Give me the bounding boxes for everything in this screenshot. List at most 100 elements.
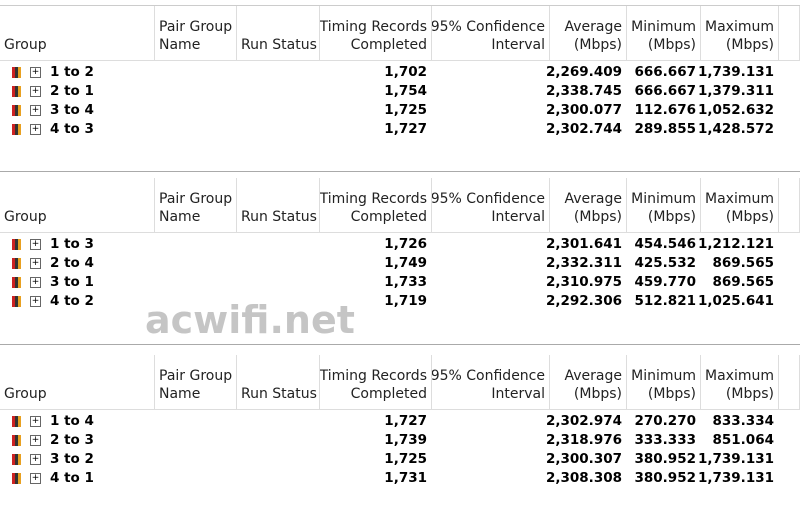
header-text: Interval — [491, 37, 545, 53]
cell-maximum: 1,025.641 — [697, 293, 774, 309]
header-text: (Mbps) — [725, 37, 774, 53]
header-text: (Mbps) — [647, 386, 696, 402]
column-header[interactable]: Average (Mbps) — [550, 355, 627, 410]
expand-icon[interactable]: + — [30, 296, 41, 307]
cell-group: 2 to 4 — [50, 255, 94, 271]
cell-maximum: 1,212.121 — [697, 236, 774, 252]
expand-icon[interactable]: + — [30, 473, 41, 484]
column-header[interactable]: Minimum (Mbps) — [627, 6, 701, 61]
header-text: Run Status — [241, 386, 317, 402]
column-header[interactable]: 95% Confidence Interval — [432, 355, 550, 410]
cell-group: 4 to 1 — [50, 470, 94, 486]
header-text: Pair Group — [159, 368, 233, 384]
column-header[interactable]: Run Status — [237, 355, 320, 410]
cell-maximum: 1,428.572 — [697, 121, 774, 137]
cell-minimum: 289.855 — [634, 121, 697, 137]
column-header[interactable]: Timing Records Completed — [320, 355, 432, 410]
cell-timing: 1,733 — [384, 274, 427, 290]
expand-icon[interactable]: + — [30, 105, 41, 116]
header-text: Group — [4, 386, 47, 402]
column-header[interactable] — [779, 355, 800, 410]
header-text: Interval — [491, 209, 545, 225]
table-row[interactable]: +2 to 3 1,739 2,318.976 333.333 851.064 — [0, 431, 800, 450]
expand-icon[interactable]: + — [30, 454, 41, 465]
table: Group Pair Group Name Run Status Timing Reco… — [0, 6, 800, 172]
column-header[interactable]: Run Status — [237, 6, 320, 61]
column-header[interactable]: Group — [0, 355, 155, 410]
cell-maximum: 1,739.131 — [697, 451, 774, 467]
expand-icon[interactable]: + — [30, 67, 41, 78]
cell-average: 2,302.744 — [545, 121, 622, 137]
cell-maximum: 833.334 — [712, 413, 775, 429]
table-row[interactable]: +1 to 2 1,702 2,269.409 666.667 1,739.131 — [0, 63, 800, 82]
header-text: 95% Confidence — [432, 368, 545, 384]
cell-group: 4 to 3 — [50, 121, 94, 137]
column-header[interactable]: Pair Group Name — [155, 6, 237, 61]
pair-icon — [12, 67, 21, 78]
column-header[interactable]: Timing Records Completed — [320, 6, 432, 61]
header-text: Average — [564, 19, 623, 35]
cell-timing: 1,727 — [384, 121, 427, 137]
pair-icon — [12, 105, 21, 116]
pair-icon — [12, 454, 21, 465]
table-row[interactable]: +4 to 2 1,719 2,292.306 512.821 1,025.641 — [0, 292, 800, 311]
header-text: Group — [4, 37, 47, 53]
watermark: acwifi.net — [145, 298, 355, 342]
table-row[interactable]: +3 to 2 1,725 2,300.307 380.952 1,739.131 — [0, 450, 800, 469]
header-text: Timing Records — [320, 368, 427, 384]
expand-icon[interactable]: + — [30, 277, 41, 288]
cell-timing: 1,731 — [384, 470, 427, 486]
expand-icon[interactable]: + — [30, 258, 41, 269]
header-text: Completed — [350, 37, 427, 53]
header-text: Name — [159, 37, 201, 53]
table-row[interactable]: +2 to 1 1,754 2,338.745 666.667 1,379.311 — [0, 82, 800, 101]
table-row[interactable]: +4 to 3 1,727 2,302.744 289.855 1,428.572 — [0, 120, 800, 139]
table-row[interactable]: +1 to 4 1,727 2,302.974 270.270 833.334 — [0, 412, 800, 431]
expand-icon[interactable]: + — [30, 435, 41, 446]
header-text: Name — [159, 386, 201, 402]
header-text: Minimum — [631, 19, 696, 35]
cell-timing: 1,754 — [384, 83, 427, 99]
header-text: (Mbps) — [573, 209, 622, 225]
header-text: Timing Records — [320, 191, 427, 207]
cell-average: 2,308.308 — [545, 470, 622, 486]
expand-icon[interactable]: + — [30, 239, 41, 250]
column-header[interactable]: 95% Confidence Interval — [432, 6, 550, 61]
column-header[interactable]: Maximum (Mbps) — [701, 355, 779, 410]
table-row[interactable]: +2 to 4 1,749 2,332.311 425.532 869.565 — [0, 254, 800, 273]
column-header[interactable]: 95% Confidence Interval — [432, 178, 550, 233]
cell-average: 2,301.641 — [545, 236, 622, 252]
table-row[interactable]: +4 to 1 1,731 2,308.308 380.952 1,739.131 — [0, 469, 800, 488]
column-header[interactable]: Pair Group Name — [155, 178, 237, 233]
pair-icon — [12, 124, 21, 135]
column-header[interactable]: Pair Group Name — [155, 355, 237, 410]
column-header[interactable]: Average (Mbps) — [550, 178, 627, 233]
column-header[interactable] — [779, 6, 800, 61]
header-text: (Mbps) — [647, 209, 696, 225]
cell-minimum: 459.770 — [634, 274, 697, 290]
expand-icon[interactable]: + — [30, 416, 41, 427]
table-row[interactable]: +1 to 3 1,726 2,301.641 454.546 1,212.121 — [0, 235, 800, 254]
cell-maximum: 869.565 — [712, 274, 775, 290]
cell-timing: 1,726 — [384, 236, 427, 252]
column-header[interactable]: Group — [0, 6, 155, 61]
column-header[interactable]: Minimum (Mbps) — [627, 355, 701, 410]
header-text: Group — [4, 209, 47, 225]
column-header[interactable]: Maximum (Mbps) — [701, 178, 779, 233]
table-row[interactable]: +3 to 1 1,733 2,310.975 459.770 869.565 — [0, 273, 800, 292]
expand-icon[interactable]: + — [30, 124, 41, 135]
pair-icon — [12, 416, 21, 427]
column-header[interactable]: Average (Mbps) — [550, 6, 627, 61]
header-text: Completed — [350, 386, 427, 402]
column-header[interactable] — [779, 178, 800, 233]
column-header[interactable]: Maximum (Mbps) — [701, 6, 779, 61]
cell-average: 2,310.975 — [545, 274, 622, 290]
column-header[interactable]: Minimum (Mbps) — [627, 178, 701, 233]
column-header[interactable]: Group — [0, 178, 155, 233]
expand-icon[interactable]: + — [30, 86, 41, 97]
cell-timing: 1,727 — [384, 413, 427, 429]
table-row[interactable]: +3 to 4 1,725 2,300.077 112.676 1,052.632 — [0, 101, 800, 120]
column-header[interactable]: Run Status — [237, 178, 320, 233]
column-header[interactable]: Timing Records Completed — [320, 178, 432, 233]
